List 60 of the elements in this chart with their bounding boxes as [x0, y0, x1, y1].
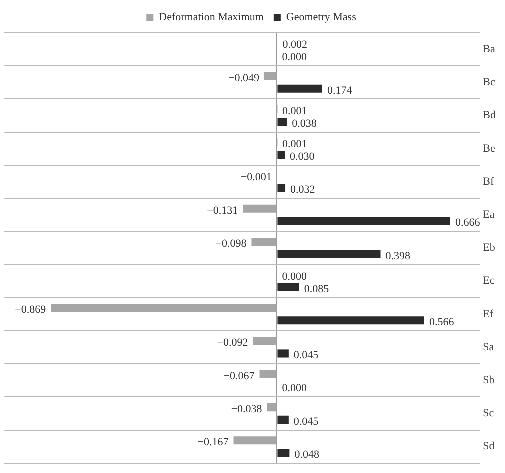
data-label: −0.167 [198, 436, 230, 449]
data-label: −0.038 [231, 403, 263, 416]
bar [278, 316, 424, 325]
bar [278, 350, 289, 358]
data-label: 0.045 [294, 416, 320, 428]
bar [278, 283, 300, 292]
data-label: 0.000 [282, 270, 308, 283]
data-label: 0.032 [290, 184, 316, 196]
y-tick-label: Sa [483, 341, 494, 354]
bar [253, 337, 277, 346]
data-label: 0.048 [294, 448, 320, 461]
data-label: 0.174 [327, 84, 353, 97]
bar [278, 151, 286, 160]
y-tick-label: Bc [483, 76, 496, 89]
data-label: 0.001 [282, 138, 308, 151]
data-label: 0.038 [292, 118, 318, 130]
data-label: 0.566 [429, 316, 455, 329]
bar [252, 238, 277, 246]
bar [278, 217, 450, 226]
data-label: −0.869 [15, 304, 47, 316]
bar [234, 436, 277, 445]
data-label: −0.098 [216, 238, 248, 250]
data-label: 0.001 [282, 105, 308, 118]
bar [278, 416, 289, 424]
y-tick-label: Sd [483, 440, 496, 453]
legend-label: Deformation Maximum [159, 11, 264, 24]
bar [51, 304, 277, 312]
data-label: −0.067 [224, 370, 256, 382]
y-tick-label: Eb [483, 242, 496, 254]
y-tick-label: Ea [483, 208, 495, 221]
y-tick-label: Bd [483, 110, 496, 122]
data-label: −0.092 [217, 337, 248, 350]
data-label: 0.030 [290, 150, 316, 163]
data-label: −0.049 [228, 72, 260, 84]
y-tick-label: Ec [483, 275, 495, 288]
bar [278, 118, 288, 126]
y-tick-label: Ba [483, 43, 496, 56]
bar [243, 204, 277, 213]
bar [278, 184, 286, 192]
data-label: 0.000 [282, 52, 308, 64]
bar [278, 250, 381, 258]
bar [278, 84, 322, 93]
data-label: −0.001 [240, 172, 272, 184]
bar [260, 370, 277, 378]
y-tick-label: Bf [483, 176, 494, 188]
data-label: −0.131 [207, 204, 238, 217]
data-label: 0.045 [294, 350, 320, 362]
data-label: 0.002 [282, 39, 308, 52]
y-tick-label: Sc [483, 408, 494, 420]
legend-label: Geometry Mass [286, 11, 356, 24]
y-tick-label: Be [483, 142, 496, 155]
y-tick-label: Ef [483, 308, 494, 320]
data-label: 0.398 [386, 250, 412, 262]
data-label: 0.666 [456, 217, 481, 230]
bar [267, 403, 277, 412]
data-label: 0.000 [282, 382, 308, 395]
bar [264, 72, 277, 80]
bar [278, 449, 290, 458]
data-label: 0.085 [304, 283, 330, 296]
y-tick-label: Sb [483, 374, 496, 387]
